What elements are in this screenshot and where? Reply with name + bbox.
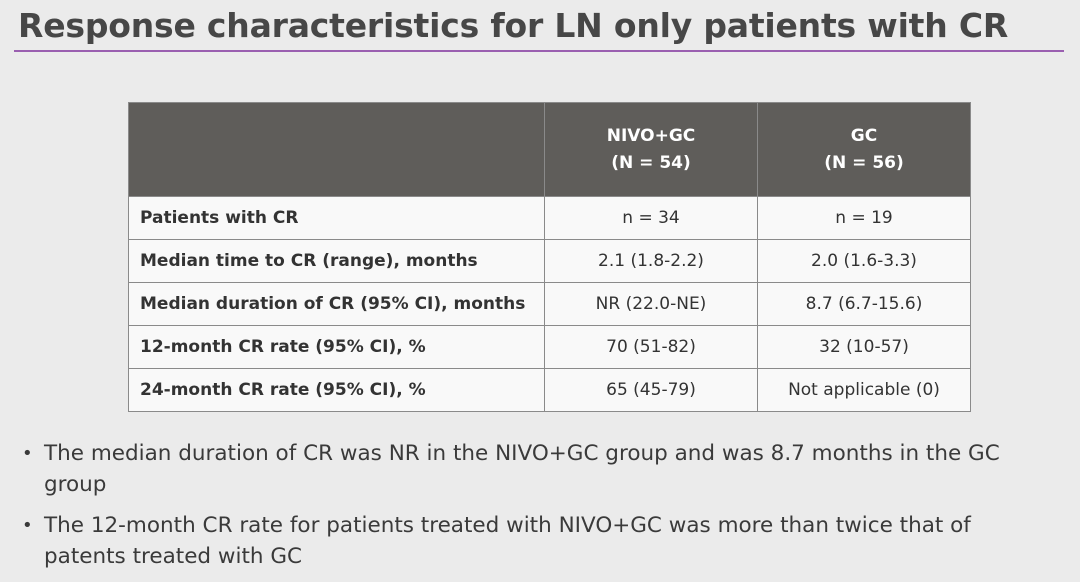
bullet-marker: • xyxy=(22,443,33,464)
row-label: 12-month CR rate (95% CI), % xyxy=(128,325,545,369)
nivo-gc-value: 65 (45-79) xyxy=(544,368,758,412)
table-row: Patients with CR n = 34 n = 19 xyxy=(128,196,971,240)
header-gc-label: GC xyxy=(850,125,878,146)
table-row: 24-month CR rate (95% CI), % 65 (45-79) … xyxy=(128,368,971,412)
bullet-item: • The 12-month CR rate for patients trea… xyxy=(18,510,1058,572)
bullet-text: The 12-month CR rate for patients treate… xyxy=(44,513,971,569)
gc-value: 32 (10-57) xyxy=(757,325,971,369)
bullet-text: The median duration of CR was NR in the … xyxy=(44,441,1000,497)
header-nivo-gc-label: NIVO+GC xyxy=(606,125,696,146)
nivo-gc-value: n = 34 xyxy=(544,196,758,240)
table-row: Median duration of CR (95% CI), months N… xyxy=(128,282,971,326)
header-nivo-gc: NIVO+GC (N = 54) xyxy=(544,102,758,197)
gc-value: n = 19 xyxy=(757,196,971,240)
row-label: 24-month CR rate (95% CI), % xyxy=(128,368,545,412)
header-gc-n: (N = 56) xyxy=(824,152,904,173)
row-label: Patients with CR xyxy=(128,196,545,240)
bullet-item: • The median duration of CR was NR in th… xyxy=(18,438,1058,500)
row-label: Median time to CR (range), months xyxy=(128,239,545,283)
header-nivo-gc-n: (N = 54) xyxy=(611,152,691,173)
gc-value: 2.0 (1.6-3.3) xyxy=(757,239,971,283)
response-table: NIVO+GC (N = 54) GC (N = 56) Patients wi… xyxy=(128,102,971,412)
table-row: Median time to CR (range), months 2.1 (1… xyxy=(128,239,971,283)
row-label: Median duration of CR (95% CI), months xyxy=(128,282,545,326)
nivo-gc-value: 2.1 (1.8-2.2) xyxy=(544,239,758,283)
title-divider xyxy=(14,50,1064,52)
slide-title: Response characteristics for LN only pat… xyxy=(18,6,1009,45)
table-row: 12-month CR rate (95% CI), % 70 (51-82) … xyxy=(128,325,971,369)
table-header-row: NIVO+GC (N = 54) GC (N = 56) xyxy=(128,102,971,197)
header-empty-cell xyxy=(128,102,545,197)
bullet-marker: • xyxy=(22,515,33,536)
gc-value: Not applicable (0) xyxy=(757,368,971,412)
header-gc: GC (N = 56) xyxy=(757,102,971,197)
nivo-gc-value: 70 (51-82) xyxy=(544,325,758,369)
bullet-list: • The median duration of CR was NR in th… xyxy=(18,438,1058,582)
gc-value: 8.7 (6.7-15.6) xyxy=(757,282,971,326)
nivo-gc-value: NR (22.0-NE) xyxy=(544,282,758,326)
